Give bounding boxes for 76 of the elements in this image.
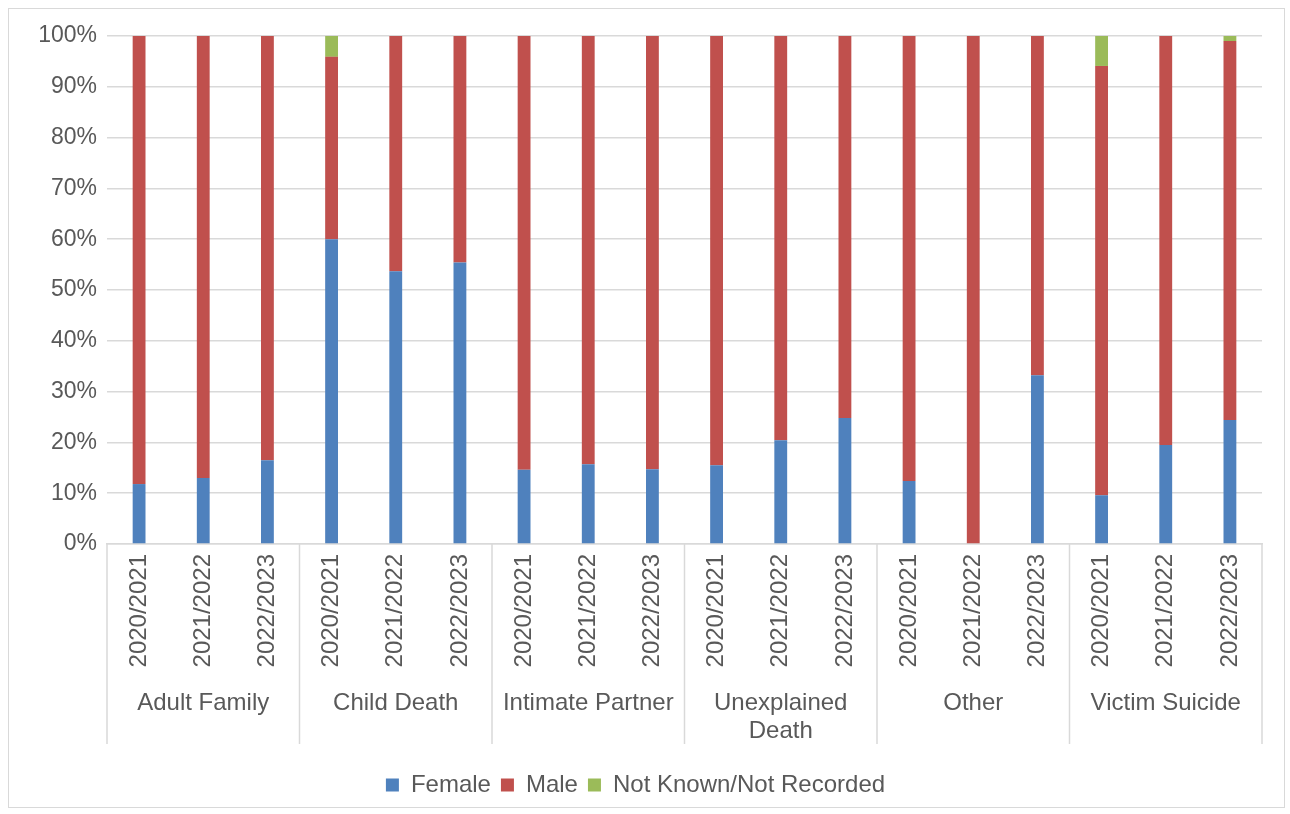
bar (710, 465, 723, 544)
x-tick-label: 2021/2022 (1150, 554, 1178, 668)
y-tick-label: 10% (50, 478, 97, 505)
bar (1159, 444, 1173, 544)
bar (1095, 36, 1108, 66)
bar (453, 262, 467, 544)
text: Adult Family (137, 687, 270, 715)
bar (325, 239, 338, 544)
x-tick-label: 2020/2021 (508, 554, 536, 668)
y-tick-label: 40% (50, 326, 97, 353)
bar (1223, 41, 1237, 421)
bar (517, 36, 531, 470)
bar (838, 418, 852, 544)
x-tick-label: 2020/2021 (316, 554, 344, 668)
text: Victim Suicide (1090, 687, 1241, 715)
bar (389, 36, 403, 272)
bar (325, 36, 338, 57)
y-tick-label: 100% (38, 21, 97, 48)
y-tick-label: 80% (50, 122, 97, 149)
y-tick-label: 30% (50, 376, 97, 403)
bar (1095, 495, 1108, 544)
bar (325, 56, 338, 240)
bar (389, 271, 403, 544)
x-tick-label: 2020/2021 (123, 554, 151, 668)
bar (1095, 65, 1108, 496)
y-tick-label: 0% (63, 529, 97, 556)
bar (838, 36, 852, 419)
bar (902, 36, 916, 482)
x-tick-label: 2022/2023 (637, 554, 665, 668)
bar (196, 36, 210, 478)
bar (581, 36, 595, 465)
text: Child Death (333, 687, 459, 715)
bar (710, 36, 723, 466)
legend-label: Female (410, 769, 491, 797)
x-tick-label: 2021/2022 (572, 554, 600, 668)
x-tick-label: 2022/2023 (444, 554, 472, 668)
x-tick-label: 2022/2023 (829, 554, 857, 668)
bar (517, 469, 531, 544)
y-tick-label: 20% (50, 427, 97, 454)
x-tick-label: 2020/2021 (1086, 554, 1114, 668)
bar (1223, 420, 1237, 544)
x-tick-label: 2021/2022 (765, 554, 793, 668)
legend-label: Male (525, 769, 578, 797)
text: Intimate Partner (502, 687, 674, 715)
bar (646, 469, 659, 544)
bar (261, 36, 274, 461)
y-tick-label: 90% (50, 72, 97, 99)
bar (774, 440, 788, 544)
bar (774, 36, 788, 441)
bar (902, 481, 916, 544)
bar (132, 484, 146, 544)
y-tick-label: 60% (50, 224, 97, 251)
bar (581, 464, 595, 544)
x-tick-label: 2022/2023 (252, 554, 280, 668)
x-tick-label: 2020/2021 (701, 554, 729, 668)
bar (1159, 36, 1173, 445)
bar (1031, 375, 1044, 544)
text: Unexplained Death (714, 687, 848, 743)
text: Other (943, 687, 1004, 715)
bar (261, 460, 274, 544)
x-tick-label: 2021/2022 (957, 554, 985, 668)
x-tick-label: 2021/2022 (380, 554, 408, 668)
bar (132, 36, 146, 485)
bar (646, 36, 659, 470)
y-tick-label: 70% (50, 173, 97, 200)
bar (966, 36, 980, 544)
y-tick-label: 50% (50, 275, 97, 302)
x-tick-label: 2021/2022 (187, 554, 215, 668)
bar (1223, 36, 1237, 42)
bar (453, 36, 467, 263)
x-tick-label: 2022/2023 (1022, 554, 1050, 668)
x-tick-label: 2022/2023 (1214, 554, 1242, 668)
bar (1031, 36, 1044, 376)
x-tick-label: 2020/2021 (893, 554, 921, 668)
legend-label: Not Known/Not Recorded (612, 769, 886, 797)
bar (196, 477, 210, 544)
